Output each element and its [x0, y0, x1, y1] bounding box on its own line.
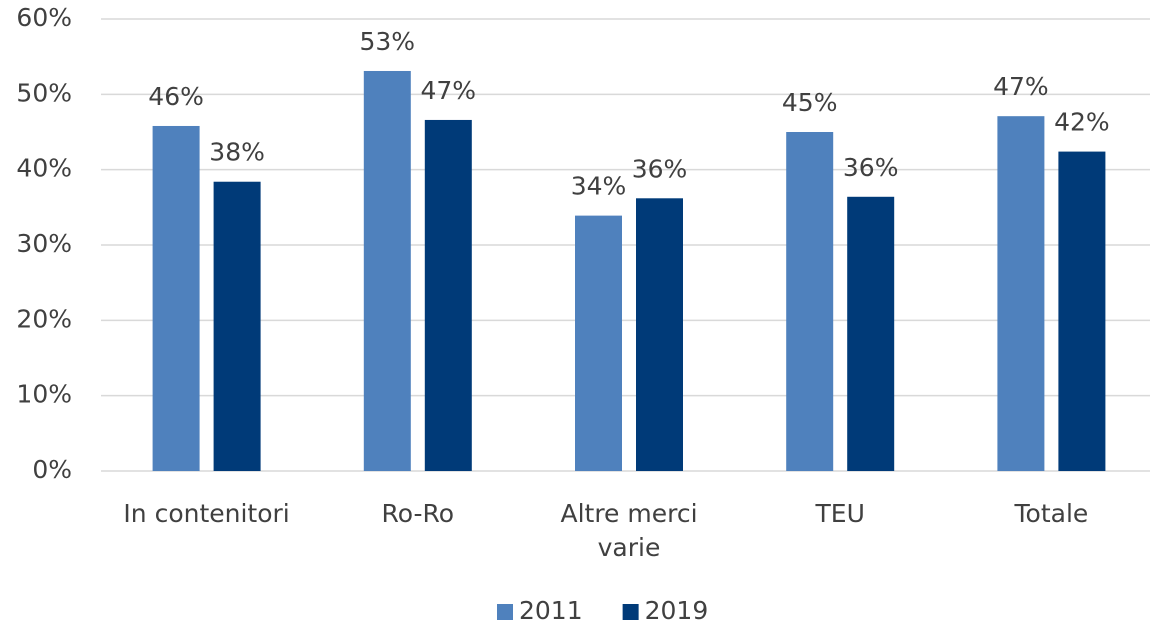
bar: [786, 132, 834, 471]
y-tick-label: 60%: [16, 3, 72, 32]
x-tick-label: Altre merci varie: [560, 499, 698, 562]
data-label: 36%: [843, 153, 899, 182]
data-label: 53%: [360, 27, 416, 56]
bar: [997, 116, 1045, 472]
y-tick-label: 50%: [16, 78, 72, 107]
bar: [152, 125, 200, 472]
data-label: 34%: [571, 172, 627, 201]
bar: [636, 198, 683, 471]
data-label: 46%: [148, 82, 204, 111]
y-tick-label: 10%: [16, 380, 72, 409]
bar: [213, 181, 261, 471]
bar: [575, 215, 622, 471]
y-tick-label: 40%: [16, 154, 72, 183]
bar: [847, 196, 895, 471]
y-tick-label: 20%: [16, 304, 72, 333]
legend-swatch: [622, 604, 639, 620]
x-tick-label: In contenitori: [123, 499, 290, 528]
x-tick-label: TEU: [815, 499, 865, 528]
x-tick-label: Ro-Ro: [381, 499, 455, 528]
data-label: 38%: [209, 138, 265, 167]
data-label: 47%: [993, 72, 1049, 101]
x-tick-label: Totale: [1014, 499, 1089, 528]
y-tick-label: 30%: [16, 229, 72, 258]
legend-label: 2011: [519, 596, 583, 625]
data-label: 45%: [782, 88, 838, 117]
bar: [424, 119, 472, 472]
bar: [363, 70, 411, 471]
data-label: 36%: [632, 154, 688, 183]
data-label: 47%: [421, 76, 477, 105]
bar: [1058, 151, 1106, 471]
data-label: 42%: [1054, 108, 1110, 137]
legend-label: 2019: [645, 596, 709, 625]
y-tick-label: 0%: [32, 455, 72, 484]
legend-swatch: [497, 604, 513, 620]
